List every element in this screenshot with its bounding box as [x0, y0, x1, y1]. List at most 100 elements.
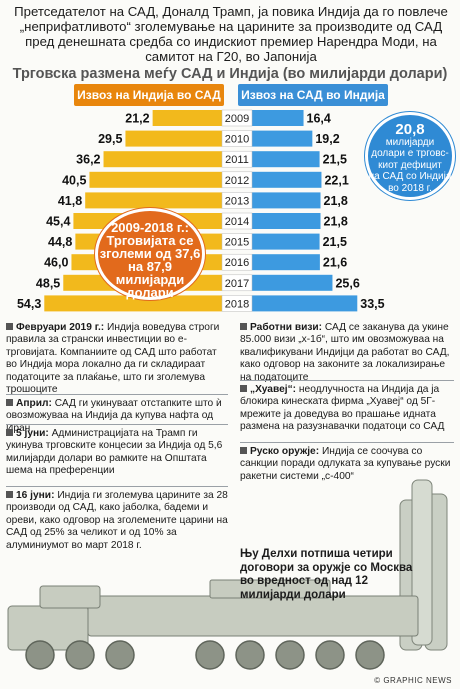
- year-label: 2010: [225, 134, 249, 146]
- news-item-heading: Февруари 2019 г.:: [16, 322, 107, 333]
- usa-export-bar: [252, 213, 321, 229]
- callout-line: 2009-2018 г.:: [111, 220, 189, 235]
- india-export-bar: [103, 151, 222, 168]
- callout-line: Трговијата се: [106, 233, 194, 248]
- news-item-heading: Работни визи:: [250, 322, 325, 333]
- bullet-square-icon: [6, 491, 13, 498]
- callout-line: милијарди: [385, 136, 435, 148]
- year-box: [221, 212, 253, 230]
- news-item-heading: 16 јуни:: [16, 490, 58, 501]
- news-item: „Хуавеј“: неодлучноста на Индија да ја б…: [240, 384, 454, 434]
- bullet-square-icon: [6, 399, 13, 406]
- usa-export-value: 21,5: [323, 153, 347, 167]
- bullet-square-icon: [240, 385, 247, 392]
- year-box: [221, 192, 253, 209]
- usa-export-bar: [252, 110, 304, 126]
- truck-wheels: [25, 640, 385, 670]
- india-export-bar: [125, 130, 222, 147]
- usa-export-value: 19,2: [315, 132, 339, 146]
- india-export-value: 44,8: [48, 235, 72, 249]
- year-label: 2012: [225, 175, 249, 187]
- intro-text: Претседателот на САД, Доналд Трамп, ја п…: [14, 4, 448, 64]
- india-export-bar: [89, 171, 222, 188]
- graphic-credit: © GRAPHIC NEWS: [374, 676, 452, 685]
- news-item: Руско оружје: Индија се соочува со санкц…: [240, 446, 454, 483]
- year-box: [221, 130, 253, 147]
- usa-export-bar: [252, 295, 358, 312]
- truck-body: [7, 579, 419, 651]
- usa-export-bar: [252, 233, 320, 250]
- divider: [6, 486, 228, 487]
- trade-growth-callout: 2009-2018 г.: Трговијата се зголеми од 3…: [95, 208, 205, 300]
- india-export-value: 41,8: [58, 194, 82, 208]
- india-export-bar: [152, 110, 222, 126]
- news-item-text: неодлучноста на Индија да ја блокира кин…: [240, 384, 445, 433]
- deficit-value: 20,8: [395, 121, 425, 138]
- usa-export-bar: [252, 171, 322, 188]
- usa-export-value: 21,8: [324, 194, 348, 208]
- news-item-text: САД се заканува да укине 85.000 визи „х-…: [240, 322, 450, 383]
- usa-export-bar: [252, 274, 333, 291]
- year-label: 2009: [225, 113, 249, 125]
- year-box: [221, 171, 253, 189]
- usa-export-value: 16,4: [307, 112, 331, 126]
- usa-export-value: 22,1: [324, 173, 348, 187]
- usa-export-value: 21,8: [324, 215, 348, 229]
- year-label: 2011: [225, 154, 249, 166]
- callout-line: на 87,9: [128, 259, 172, 274]
- india-export-value: 40,5: [62, 173, 86, 187]
- divider: [240, 380, 454, 381]
- trade-deficit-callout: 20,8 милијарди долари е трговс- киот деф…: [365, 112, 455, 200]
- divider: [240, 442, 454, 443]
- usa-export-bar: [252, 130, 313, 147]
- bullet-square-icon: [6, 323, 13, 330]
- india-export-header: Извоз на Индија во САД: [74, 84, 224, 106]
- callout-line: милијарди: [115, 272, 185, 287]
- india-export-bar: [85, 192, 222, 209]
- divider: [6, 424, 228, 425]
- news-item-heading: Април:: [16, 398, 55, 409]
- india-export-value: 45,4: [46, 215, 70, 229]
- divider: [6, 394, 228, 395]
- trade-bar-chart: 2009 21,2 16,4 2010 29,5 19,2 2011 36,2 21,5 2012…: [17, 109, 385, 312]
- news-item-text: САД ги укинуваат отстапките што ѝ овозмо…: [6, 398, 222, 434]
- callout-line: долари: [126, 285, 174, 300]
- year-box: [221, 233, 253, 250]
- usa-export-header: Извоз на САД во Индија: [238, 84, 388, 106]
- news-item: 5 јуни: Администрацијата на Трамп ги уки…: [6, 428, 228, 478]
- year-box: [221, 295, 253, 312]
- year-box: [221, 150, 253, 168]
- india-export-bar: [44, 295, 222, 312]
- callout-line: зголеми од 37,6: [99, 246, 201, 261]
- news-item-text: Индија воведува строги правила за странс…: [6, 322, 220, 396]
- callout-line: киот дефицит: [378, 159, 442, 171]
- news-item: 16 јуни: Индија ги зголемува царините за…: [6, 490, 228, 552]
- arms-deal-caption: Њу Делхи потпиша четири договори за оруж…: [240, 548, 413, 601]
- year-label: 2018: [225, 298, 249, 310]
- news-item-heading: Руско оружје:: [250, 446, 322, 457]
- news-item-text: Администрацијата на Трамп ги укинува трг…: [6, 428, 223, 477]
- year-box: [221, 109, 253, 127]
- chart-title: Трговска размена меѓу САД и Индија (во м…: [12, 66, 448, 82]
- bullet-square-icon: [6, 429, 13, 436]
- usa-export-value: 21,5: [323, 235, 347, 249]
- india-export-value: 46,0: [44, 256, 68, 270]
- usa-export-value: 21,6: [323, 256, 347, 270]
- usa-export-bar: [252, 254, 320, 271]
- bullet-square-icon: [240, 447, 247, 454]
- year-label: 2017: [225, 278, 249, 290]
- india-export-value: 54,3: [17, 297, 41, 311]
- india-export-value: 29,5: [98, 132, 122, 146]
- year-label: 2013: [225, 195, 249, 207]
- callout-line: долари е трговс-: [371, 148, 449, 159]
- news-item-text: Индија се соочува со санкции поради одлу…: [240, 446, 451, 482]
- news-item: Април: САД ги укинуваат отстапките што ѝ…: [6, 398, 228, 435]
- callout-line: во 2018 г.: [388, 182, 432, 194]
- year-label: 2015: [225, 237, 249, 249]
- callout-line: на САД со Индија: [368, 171, 452, 182]
- usa-export-bar: [252, 151, 320, 168]
- usa-export-value: 25,6: [335, 276, 359, 290]
- year-box: [221, 274, 253, 292]
- usa-export-value: 33,5: [360, 297, 384, 311]
- news-item-text: Индија ги зголемува царините за 28 произ…: [6, 490, 228, 551]
